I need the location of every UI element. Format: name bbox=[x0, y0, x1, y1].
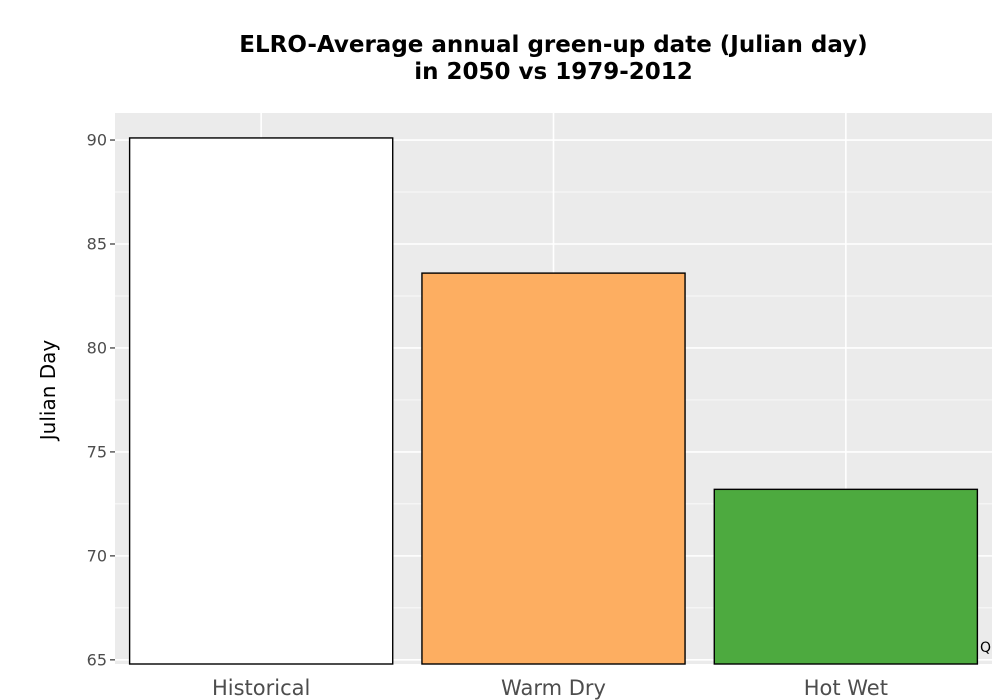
x-tick-label: Hot Wet bbox=[804, 676, 888, 700]
y-tick-label: 90 bbox=[87, 131, 107, 150]
x-tick-label: Warm Dry bbox=[501, 676, 606, 700]
chart-title-line-1: ELRO-Average annual green-up date (Julia… bbox=[239, 32, 868, 58]
y-tick-label: 65 bbox=[87, 650, 107, 669]
bar-hot-wet bbox=[713, 488, 979, 665]
chart-title: ELRO-Average annual green-up date (Julia… bbox=[115, 32, 992, 86]
corner-mark: Q bbox=[980, 640, 992, 656]
bar-warm-dry bbox=[421, 272, 686, 665]
y-tick-label: 85 bbox=[87, 234, 107, 253]
x-tick-label: Historical bbox=[212, 676, 310, 700]
y-tick-label: 75 bbox=[87, 442, 107, 461]
bar-historical bbox=[128, 137, 394, 665]
y-tick-label: 80 bbox=[87, 338, 107, 357]
y-tick-label: 70 bbox=[87, 546, 107, 565]
chart-title-line-2: in 2050 vs 1979-2012 bbox=[414, 59, 693, 85]
